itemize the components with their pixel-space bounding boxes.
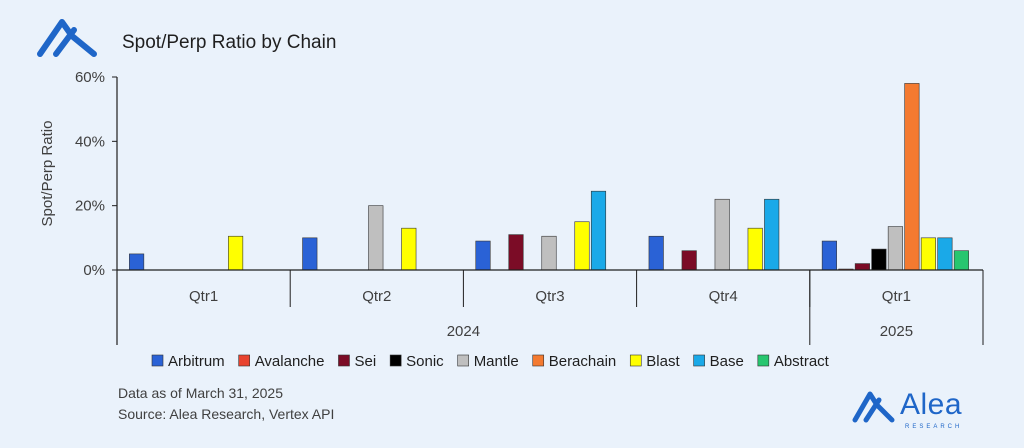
source-note: Source: Alea Research, Vertex API [118,406,335,422]
bar-blast [574,221,590,271]
bar-base [937,237,953,271]
bar-mantle [714,198,730,271]
bar-arbitrum [129,253,145,271]
quarter-label: Qtr1 [189,288,218,305]
bar-arbitrum [648,235,664,271]
alea-brand-icon [852,391,895,423]
legend-swatch-abstract [757,354,770,367]
legend-swatch-sei [338,354,350,367]
brand-subtitle: RESEARCH [905,424,963,430]
bar-blast [747,227,763,271]
bar-sonic [871,248,887,271]
bar-blast [228,235,244,271]
year-label: 2024 [447,323,480,340]
brand-name: Alea [900,388,963,421]
bar-arbitrum [302,237,318,271]
bar-arbitrum [821,240,837,271]
y-tick-label: 40% [75,133,105,150]
chart-title: Spot/Perp Ratio by Chain [122,32,337,53]
bar-abstract [953,250,969,271]
legend-swatch-berachain [532,354,545,367]
bar-sei [854,263,870,271]
year-label: 2025 [880,323,913,340]
legend-label-abstract: Abstract [774,353,830,370]
bar-base [764,198,780,271]
alea-logo-icon [37,19,97,57]
bar-blast [920,237,936,271]
legend-label-sei: Sei [354,353,376,370]
quarter-label: Qtr3 [535,288,564,305]
quarter-label: Qtr2 [362,288,391,305]
bar-mantle [368,205,384,271]
y-tick-label: 60% [75,69,105,86]
quarter-label: Qtr1 [882,288,911,305]
legend-label-arbitrum: Arbitrum [168,353,225,370]
y-tick-label: 0% [83,262,105,279]
y-tick-label: 20% [75,198,105,215]
bar-arbitrum [475,240,491,271]
y-axis-label: Spot/Perp Ratio [39,121,56,227]
legend-swatch-sonic [389,354,402,367]
bar-blast [401,227,417,271]
bar-mantle [541,235,557,271]
legend-label-berachain: Berachain [549,353,617,370]
legend-swatch-blast [629,354,642,367]
data-date-note: Data as of March 31, 2025 [118,385,283,401]
legend-label-blast: Blast [646,353,680,370]
legend-swatch-avalanche [238,354,250,367]
legend-swatch-base [693,354,705,367]
bar-berachain [904,83,920,271]
legend-swatch-mantle [457,354,469,367]
bar-base [590,190,607,271]
bar-sei [508,234,524,271]
quarter-label: Qtr4 [709,288,738,305]
legend-label-base: Base [710,353,744,370]
legend-label-avalanche: Avalanche [255,353,325,370]
bar-mantle [887,226,903,271]
bar-sei [681,250,697,271]
legend-label-mantle: Mantle [474,353,519,370]
legend-swatch-arbitrum [151,354,164,367]
legend-label-sonic: Sonic [406,353,444,370]
